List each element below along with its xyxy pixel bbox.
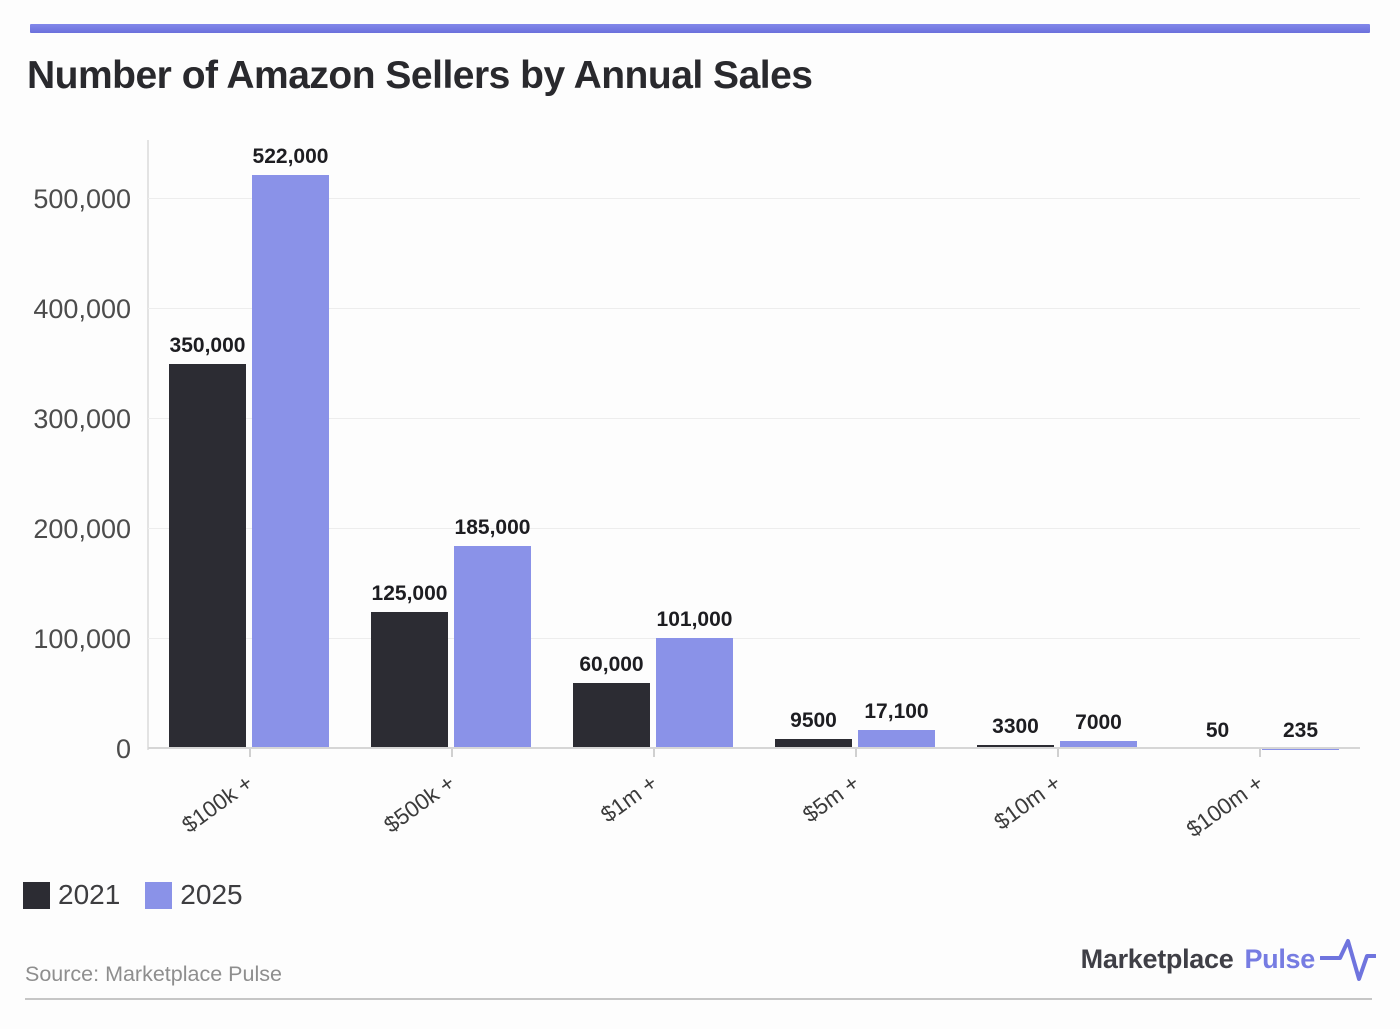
pulse-line-icon <box>1320 939 1376 981</box>
bar-2025-500k <box>454 545 531 749</box>
legend: 2021 2025 <box>23 879 243 911</box>
bar-value-label: 50 <box>1205 718 1230 742</box>
y-tick-label: 400,000 <box>33 294 131 324</box>
bar-value-label: 3300 <box>992 715 1039 739</box>
x-tick-label: $10m + <box>989 770 1066 835</box>
x-tick-label: $1m + <box>595 770 662 828</box>
plot-area: 0 100,000 200,000 300,000 400,000 500,000 350,… <box>33 140 1360 842</box>
x-tick-label: $500k + <box>379 770 460 838</box>
bar-2021-500k <box>371 611 448 749</box>
y-tick-label: 200,000 <box>33 514 131 544</box>
bar-2021-100k <box>169 364 246 749</box>
bar-2025-100k <box>252 174 329 749</box>
y-axis-line <box>147 140 149 750</box>
x-axis-tick <box>855 749 857 757</box>
marketplace-pulse-logo: Marketplace Pulse <box>1081 933 1376 985</box>
logo-text-marketplace: Marketplace <box>1080 944 1234 974</box>
bar-value-label: 101,000 <box>656 607 733 631</box>
bar-value-label: 60,000 <box>579 653 644 676</box>
bar-value-label: 350,000 <box>169 334 246 357</box>
x-axis-tick <box>1057 749 1059 757</box>
bar-value-label: 235 <box>1282 718 1319 742</box>
y-gridline <box>148 197 1360 199</box>
x-axis-tick <box>1259 749 1261 757</box>
x-tick-label: $100k + <box>177 770 258 838</box>
bar-value-label: 7000 <box>1075 711 1122 735</box>
y-gridline <box>148 417 1360 419</box>
top-accent-line <box>30 24 1370 33</box>
bar-2021-1m <box>573 683 650 749</box>
y-tick-label: 0 <box>115 734 131 764</box>
bar-2025-1m <box>656 637 733 749</box>
y-gridline <box>148 527 1360 529</box>
bar-2021-5m <box>775 738 852 749</box>
x-axis-tick <box>249 749 251 757</box>
y-tick-label: 100,000 <box>33 624 131 654</box>
bar-value-label: 17,100 <box>864 700 929 724</box>
legend-label-2021: 2021 <box>58 879 121 910</box>
source-text: Source: Marketplace Pulse <box>25 962 282 986</box>
bar-2025-5m <box>858 730 935 749</box>
legend-swatch-2021 <box>23 881 50 909</box>
x-tick-label: $100m + <box>1181 770 1268 843</box>
y-tick-label: 300,000 <box>33 404 131 434</box>
x-tick-label: $5m + <box>797 770 864 828</box>
logo-text-pulse: Pulse <box>1244 944 1315 974</box>
bar-value-label: 125,000 <box>371 581 448 605</box>
x-axis-tick <box>451 749 453 757</box>
chart-title: Number of Amazon Sellers by Annual Sales <box>27 54 813 97</box>
legend-swatch-2025 <box>145 881 173 909</box>
bar-value-label: 9500 <box>790 708 837 732</box>
bottom-divider <box>25 998 1372 1000</box>
y-tick-label: 500,000 <box>33 184 131 214</box>
y-gridline <box>148 637 1360 639</box>
legend-item-2025: 2025 <box>145 879 243 911</box>
x-axis-baseline <box>148 747 1360 749</box>
legend-label-2025: 2025 <box>180 879 243 910</box>
bar-value-label: 185,000 <box>454 515 531 539</box>
bar-value-label: 522,000 <box>252 144 329 168</box>
bar-2025-10m <box>1060 741 1137 749</box>
legend-item-2021: 2021 <box>23 879 120 911</box>
x-axis-tick <box>653 749 655 757</box>
y-gridline <box>148 307 1360 309</box>
